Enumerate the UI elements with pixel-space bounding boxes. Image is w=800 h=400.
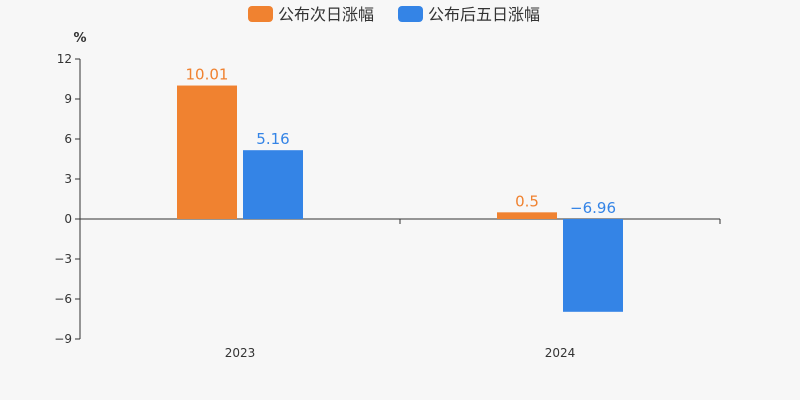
data-label-2023-series-1: 10.01 [186, 66, 229, 84]
data-labels: 10.01 5.16 0.5 −6.96 [186, 66, 616, 217]
y-tick-label: 9 [64, 92, 72, 106]
bar-2023-series-2 [243, 150, 303, 219]
y-axis: 12 9 6 3 0 −3 −6 −9 [54, 52, 81, 346]
y-tick-label: −9 [54, 332, 72, 346]
y-tick-label: −3 [54, 252, 72, 266]
legend-label: 公布次日涨幅 [278, 5, 374, 24]
legend-swatch [248, 6, 273, 22]
y-tick-label: −6 [54, 292, 72, 306]
x-axis: 2023 2024 [79, 218, 721, 360]
bar-2024-series-1 [497, 212, 557, 219]
y-tick-label: 12 [57, 52, 72, 66]
bar-2024-series-2 [563, 219, 623, 312]
legend-swatch [398, 6, 423, 22]
legend-label: 公布后五日涨幅 [428, 5, 540, 24]
data-label-2024-series-1: 0.5 [515, 192, 539, 210]
y-tick-label: 0 [64, 212, 72, 226]
bars [177, 85, 623, 312]
y-tick-label: 3 [64, 172, 72, 186]
x-tick-label: 2023 [225, 346, 256, 360]
data-label-2024-series-2: −6.96 [570, 199, 616, 217]
y-axis-unit: % [73, 31, 86, 46]
y-tick-label: 6 [64, 132, 72, 146]
legend: 公布次日涨幅 公布后五日涨幅 [248, 5, 540, 24]
bar-2023-series-1 [177, 85, 237, 220]
x-tick-label: 2024 [545, 346, 576, 360]
data-label-2023-series-2: 5.16 [256, 130, 289, 148]
